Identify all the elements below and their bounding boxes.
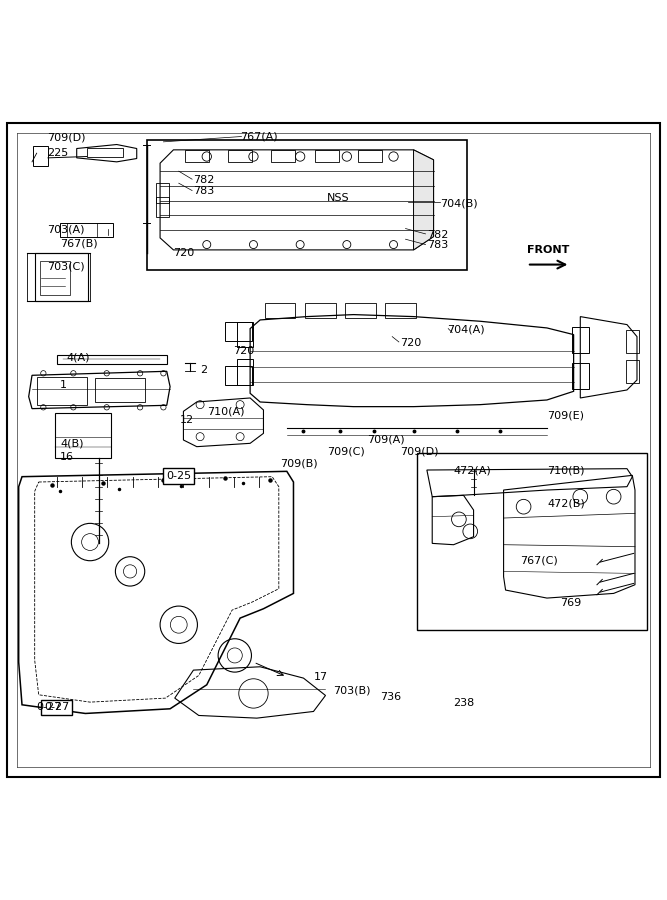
Bar (37, 376, 87, 405)
Text: NSS: NSS (327, 193, 350, 202)
Bar (228, 149, 252, 162)
Text: 0-25: 0-25 (166, 471, 191, 481)
Text: 704(B): 704(B) (440, 198, 478, 208)
Text: 0-27: 0-27 (37, 702, 62, 712)
Text: 4(B): 4(B) (60, 438, 83, 448)
Text: 4(A): 4(A) (67, 353, 90, 363)
Bar (237, 359, 253, 384)
Text: 704(A): 704(A) (447, 325, 484, 335)
Text: 709(A): 709(A) (367, 435, 404, 445)
Text: 703(A): 703(A) (47, 225, 84, 235)
Text: 720: 720 (173, 248, 195, 258)
Text: 1: 1 (60, 381, 67, 391)
Text: 472(B): 472(B) (547, 499, 585, 508)
Bar (57, 356, 167, 364)
Text: 767(B): 767(B) (60, 238, 97, 248)
Text: 16: 16 (60, 452, 74, 462)
Bar (626, 330, 639, 354)
Bar (305, 303, 336, 318)
Text: 703(C): 703(C) (47, 262, 84, 272)
Bar (626, 360, 639, 383)
Bar (33, 146, 48, 166)
Bar (385, 303, 416, 318)
Bar (315, 149, 339, 162)
Text: 703(B): 703(B) (334, 685, 371, 695)
Text: 783: 783 (427, 240, 448, 250)
Text: 710(A): 710(A) (207, 406, 244, 417)
Bar (572, 328, 589, 353)
Text: 767(C): 767(C) (520, 555, 558, 565)
Text: 736: 736 (380, 692, 402, 702)
Text: 767(A): 767(A) (240, 131, 277, 141)
Bar (225, 322, 252, 340)
Text: 720: 720 (233, 346, 255, 356)
Text: 2: 2 (200, 365, 207, 375)
Text: 12: 12 (180, 415, 194, 425)
Bar (156, 184, 169, 203)
Text: 709(E): 709(E) (547, 410, 584, 420)
Text: 720: 720 (400, 338, 422, 348)
Bar (237, 322, 253, 347)
Bar (35, 253, 88, 301)
Text: 709(C): 709(C) (327, 446, 365, 456)
Bar (185, 149, 209, 162)
Text: 0-27: 0-27 (44, 703, 69, 713)
Text: 472(A): 472(A) (454, 465, 492, 475)
Bar (358, 149, 382, 162)
Text: 238: 238 (454, 698, 475, 708)
Bar (265, 303, 295, 318)
Bar (417, 454, 647, 630)
Bar (271, 149, 295, 162)
Bar (572, 364, 589, 389)
Bar (147, 140, 467, 270)
Bar (225, 366, 252, 384)
Text: 782: 782 (427, 230, 448, 239)
Bar (345, 303, 376, 318)
Text: 225: 225 (47, 148, 68, 158)
Text: 17: 17 (313, 671, 327, 682)
Bar (156, 196, 169, 217)
Text: 709(D): 709(D) (47, 133, 85, 143)
Bar (40, 261, 70, 294)
Bar (55, 412, 111, 458)
Text: 710(B): 710(B) (547, 465, 584, 475)
Text: 783: 783 (193, 186, 215, 196)
Text: 709(D): 709(D) (400, 446, 439, 456)
Bar (95, 378, 145, 402)
Text: FRONT: FRONT (527, 245, 570, 255)
Text: 709(B): 709(B) (280, 458, 317, 468)
Text: 769: 769 (560, 598, 582, 608)
Text: 782: 782 (193, 175, 215, 184)
Polygon shape (414, 149, 434, 250)
Bar (87, 148, 123, 157)
